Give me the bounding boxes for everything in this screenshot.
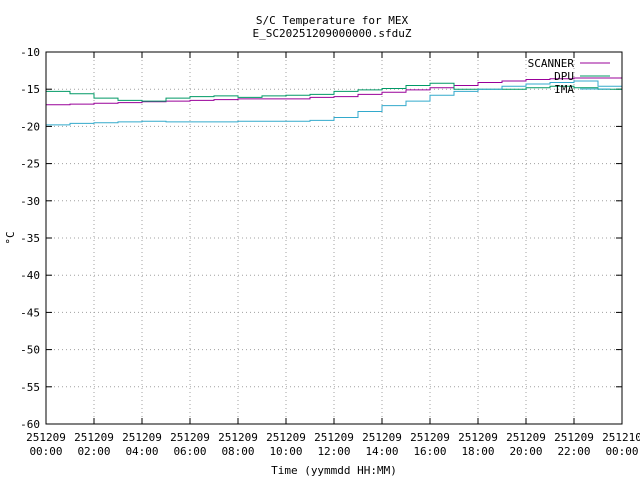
x-tick-date: 251210	[602, 431, 640, 444]
y-tick-label: -35	[20, 232, 40, 245]
x-tick-time: 06:00	[173, 445, 206, 458]
x-tick-time: 08:00	[221, 445, 254, 458]
x-tick-date: 251209	[362, 431, 402, 444]
series-line-ima	[46, 80, 623, 126]
chart-title: S/C Temperature for MEX	[256, 14, 409, 27]
x-tick-date: 251209	[170, 431, 210, 444]
x-tick-date: 251209	[122, 431, 162, 444]
x-tick-time: 14:00	[365, 445, 398, 458]
y-tick-label: -40	[20, 269, 40, 282]
y-tick-label: -50	[20, 344, 40, 357]
x-tick-date: 251209	[218, 431, 258, 444]
series-lines	[46, 77, 623, 126]
x-axis-label: Time (yymmdd HH:MM)	[271, 464, 397, 477]
x-axis-ticks: 25120900:0025120902:0025120904:002512090…	[26, 52, 640, 458]
legend-label-dpu: DPU	[554, 70, 574, 83]
x-tick-date: 251209	[26, 431, 66, 444]
x-tick-time: 12:00	[317, 445, 350, 458]
x-tick-date: 251209	[410, 431, 450, 444]
grid-lines	[46, 52, 622, 424]
x-tick-date: 251209	[506, 431, 546, 444]
x-tick-date: 251209	[554, 431, 594, 444]
series-line-dpu	[46, 82, 623, 102]
y-tick-label: -20	[20, 120, 40, 133]
y-tick-label: -30	[20, 195, 40, 208]
y-axis-label: °C	[4, 231, 17, 244]
legend-label-scanner: SCANNER	[528, 57, 575, 70]
x-tick-time: 10:00	[269, 445, 302, 458]
x-tick-date: 251209	[266, 431, 306, 444]
x-tick-time: 20:00	[509, 445, 542, 458]
x-tick-date: 251209	[458, 431, 498, 444]
x-tick-time: 02:00	[77, 445, 110, 458]
y-tick-label: -55	[20, 381, 40, 394]
y-tick-label: -45	[20, 306, 40, 319]
x-tick-date: 251209	[314, 431, 354, 444]
x-tick-time: 16:00	[413, 445, 446, 458]
y-tick-label: -60	[20, 418, 40, 431]
plot-frame	[45, 51, 623, 425]
x-tick-time: 22:00	[557, 445, 590, 458]
y-tick-label: -10	[20, 46, 40, 59]
series-line-scanner	[46, 77, 622, 106]
x-tick-time: 04:00	[125, 445, 158, 458]
chart-subtitle: E_SC20251209000000.sfduZ	[253, 27, 412, 40]
x-tick-date: 251209	[74, 431, 114, 444]
x-tick-time: 18:00	[461, 445, 494, 458]
x-tick-time: 00:00	[29, 445, 62, 458]
x-tick-time: 00:00	[605, 445, 638, 458]
y-tick-label: -25	[20, 158, 40, 171]
y-tick-label: -15	[20, 83, 40, 96]
legend-label-ima: IMA	[554, 83, 574, 96]
y-axis-ticks: -10 -15 -20 -25 -30 -35 -40 -45 -50 -55 -60	[20, 46, 622, 431]
